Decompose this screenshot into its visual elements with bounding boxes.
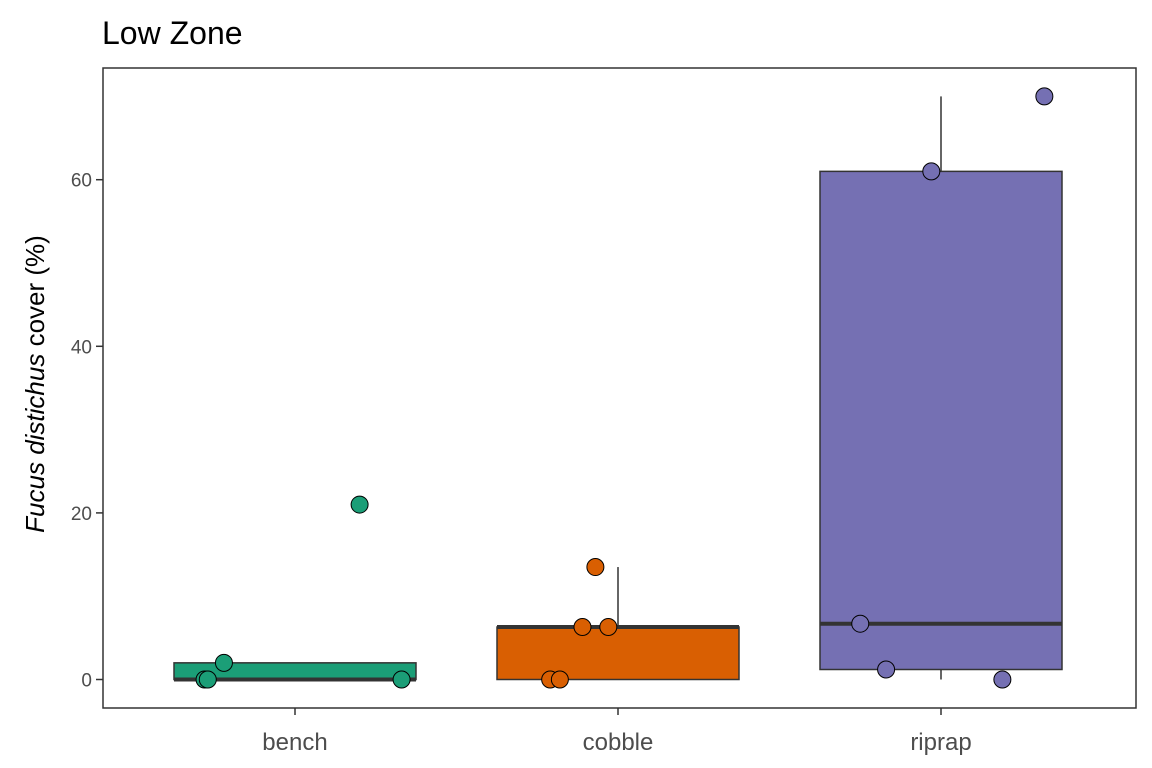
y-axis-label-rest: cover (%) <box>20 235 50 353</box>
data-point <box>573 618 592 637</box>
y-axis-label: Fucus distichus cover (%) <box>20 235 50 533</box>
data-point <box>993 670 1012 689</box>
plot-area: 0 20 40 60 bench cobble riprap <box>71 67 1137 756</box>
y-tick-label: 60 <box>71 171 92 192</box>
data-point <box>214 653 233 672</box>
y-tick-label: 40 <box>71 337 92 358</box>
x-tick-label: cobble <box>583 729 654 756</box>
box-cobble <box>496 626 740 681</box>
data-point <box>350 495 369 514</box>
data-point <box>877 660 896 679</box>
data-point <box>550 670 569 689</box>
x-tick-label: riprap <box>910 729 971 756</box>
data-point <box>851 614 870 633</box>
x-tick-label: bench <box>262 729 327 756</box>
data-point <box>392 670 411 689</box>
chart-title: Low Zone <box>102 15 243 51</box>
data-point <box>922 162 941 181</box>
plot-panel-border <box>102 67 1137 709</box>
y-tick-label: 20 <box>71 504 92 525</box>
y-tick-label: 0 <box>81 671 92 692</box>
y-axis-label-italic: Fucus distichus <box>20 354 50 533</box>
data-point <box>1035 87 1054 106</box>
data-point <box>599 618 618 637</box>
data-point <box>198 670 217 689</box>
box-riprap <box>819 170 1063 671</box>
data-point <box>586 558 605 577</box>
